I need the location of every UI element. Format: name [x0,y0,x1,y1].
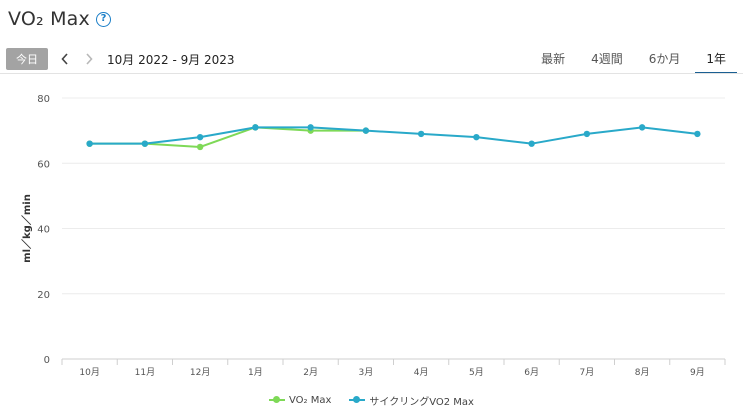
x-tick-label: 3月 [359,367,374,378]
y-tick-label: 60 [37,159,50,170]
chevron-left-icon[interactable] [57,48,73,70]
tab-latest[interactable]: 最新 [541,52,566,66]
y-axis-label: ml／kg／min [20,194,33,263]
help-icon[interactable]: ? [95,11,111,27]
toolbar: 今日 10月 2022 - 9月 2023 最新 4週間 6か月 1年 [0,46,743,74]
tab-1-year[interactable]: 1年 [695,46,737,74]
y-tick-label: 0 [44,355,50,366]
legend-marker-vo2max [269,396,286,404]
data-point-1 [252,124,259,131]
tab-4-weeks[interactable]: 4週間 [591,52,623,66]
data-point-1 [473,133,480,141]
series-line-1 [89,126,698,145]
x-tick-label: 11月 [135,367,155,378]
title-row: VO₂ Max ? [8,4,111,34]
y-tick-label: 40 [37,225,50,236]
legend-label-cycling-vo2max: サイクリングVO2 Max [369,396,474,408]
x-tick-label: 1月 [248,367,263,378]
x-tick-label: 8月 [635,367,650,378]
data-point-1 [638,124,646,131]
page-title: VO₂ Max [8,8,90,30]
chevron-right-icon[interactable] [81,48,97,70]
legend-item-cycling-vo2max[interactable]: サイクリングVO2 Max [349,393,474,408]
data-point-1 [307,124,314,131]
legend-item-vo2max[interactable]: VO₂ Max [269,395,331,406]
data-point-1 [362,127,370,134]
data-point-1 [694,130,701,138]
data-point-1 [528,140,535,147]
legend-label-vo2max: VO₂ Max [289,394,332,406]
x-tick-label: 6月 [524,367,539,378]
today-button[interactable]: 今日 [6,48,48,70]
vo2max-line-chart: 0 20 40 60 80 10月 11月 12月 1月 2月 3月 4月 5月 6月 7月 8月 9月 ml／k… [20,94,726,378]
data-point-1 [196,133,204,141]
period-tabs: 最新 4週間 6か月 1年 [526,46,737,74]
data-point-1 [583,130,591,138]
y-tick-label: 80 [37,94,50,105]
x-tick-label: 5月 [469,367,484,378]
toolbar-divider [0,73,743,74]
x-tick-label: 12月 [190,367,210,378]
data-point-1 [417,130,425,138]
x-tick-label: 4月 [414,367,429,378]
data-point-1 [86,140,93,147]
x-tick-label: 2月 [303,367,318,378]
data-point-1 [141,140,149,147]
data-point-0 [196,143,204,151]
date-range: 10月 2022 - 9月 2023 [107,53,235,67]
x-tick-label: 10月 [79,367,99,378]
chart-legend: VO₂ Max サイクリングVO2 Max [0,392,743,408]
x-tick-label: 9月 [690,367,705,378]
x-tick-label: 7月 [580,367,595,378]
y-tick-label: 20 [37,290,50,301]
legend-marker-cycling-vo2max [349,396,366,404]
tab-6-months[interactable]: 6か月 [648,52,681,66]
